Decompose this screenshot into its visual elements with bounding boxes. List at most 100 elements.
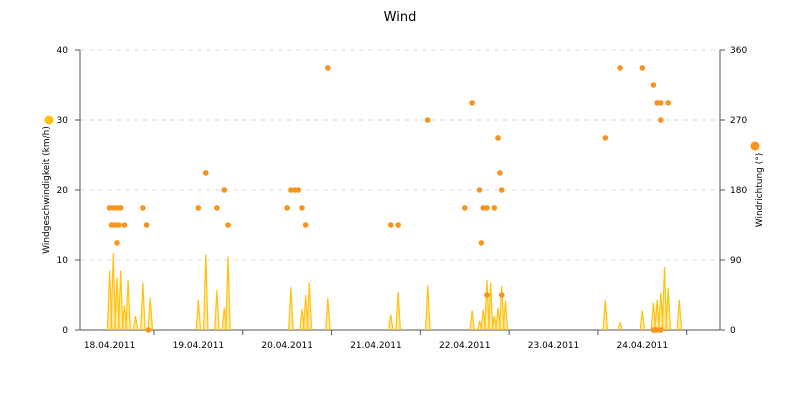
speed-legend-marker [44, 115, 54, 125]
direction-point [202, 170, 209, 176]
direction-point [325, 65, 331, 71]
direction-point [143, 222, 150, 228]
direction-point [225, 222, 231, 228]
direction-legend-marker [750, 141, 760, 151]
direction-point [387, 222, 394, 228]
direction-point [658, 117, 664, 123]
speed-spike [665, 287, 672, 331]
direction-point [195, 205, 202, 211]
speed-spike [502, 300, 509, 331]
speed-spike [288, 287, 294, 331]
speed-spike [654, 299, 660, 331]
y-right-tick-label: 180 [730, 186, 747, 196]
speed-spike [125, 279, 131, 331]
direction-point [116, 222, 122, 228]
direction-point [602, 135, 609, 141]
direction-point [302, 222, 309, 228]
direction-point [476, 187, 483, 193]
y-right-tick-label: 360 [730, 46, 747, 56]
speed-spike [617, 320, 623, 331]
x-tick-label: 22.04.2011 [439, 341, 491, 351]
y-right-tick-label: 90 [730, 256, 742, 266]
direction-point [478, 240, 485, 246]
direction-point [140, 205, 146, 211]
speed-spike [195, 299, 202, 331]
direction-point [284, 205, 290, 211]
y-right-axis-title: Windrichtung (°) [755, 153, 765, 228]
x-tick-label: 20.04.2011 [261, 341, 313, 351]
direction-point [491, 205, 498, 211]
x-tick-label: 23.04.2011 [528, 341, 580, 351]
speed-spike [469, 310, 475, 331]
y-left-tick-label: 40 [57, 46, 69, 56]
direction-point [639, 65, 646, 71]
speed-spike [110, 252, 117, 331]
speed-spike [387, 314, 394, 331]
y-right-tick-label: 0 [730, 326, 736, 336]
direction-point [617, 65, 623, 71]
direction-point [145, 327, 152, 333]
direction-point [221, 187, 228, 193]
speed-spike [487, 282, 494, 331]
speed-spike [140, 282, 146, 331]
direction-point [469, 100, 475, 106]
y-left-tick-label: 30 [57, 116, 69, 126]
speed-spike [225, 256, 231, 331]
y-left-tick-label: 10 [57, 256, 69, 266]
speed-spike [202, 254, 209, 331]
speed-spike [424, 285, 431, 331]
speed-series [106, 252, 683, 331]
direction-point [665, 100, 672, 106]
x-tick-label: 18.04.2011 [84, 341, 136, 351]
direction-point [424, 117, 431, 123]
speed-spike [214, 290, 220, 331]
direction-point [299, 205, 305, 211]
direction-point [652, 327, 659, 333]
axis-labels: 0 10 20 30 40 0 90 180 270 360 18.04.2011 19.04.201… [42, 46, 765, 351]
speed-spike [639, 310, 646, 331]
x-tick-label: 24.04.2011 [617, 341, 669, 351]
speed-spike [147, 297, 154, 331]
speed-spike [661, 266, 668, 331]
direction-point [295, 187, 302, 193]
direction-point [498, 292, 505, 298]
speed-spike [602, 299, 609, 331]
speed-spike [117, 270, 124, 331]
grid-lines [80, 49, 720, 261]
direction-point [497, 170, 503, 176]
direction-point [650, 82, 657, 88]
direction-point [495, 135, 501, 141]
direction-series [106, 65, 672, 333]
speed-spike [325, 297, 331, 331]
direction-point [117, 205, 124, 211]
speed-spike [395, 292, 401, 331]
y-left-tick-label: 0 [62, 326, 68, 336]
direction-point [658, 100, 664, 106]
direction-point [484, 292, 490, 298]
speed-spike [650, 302, 657, 331]
y-left-axis-title: Windgeschwindigkeit (km/h) [42, 126, 52, 254]
direction-point [214, 205, 220, 211]
direction-point [114, 240, 120, 246]
direction-point [498, 187, 505, 193]
y-left-tick-label: 20 [57, 186, 69, 196]
axes [75, 49, 725, 335]
chart-title: Wind [384, 10, 417, 25]
direction-point [484, 205, 490, 211]
x-tick-label: 21.04.2011 [350, 341, 402, 351]
speed-spike [132, 315, 139, 331]
direction-point [395, 222, 401, 228]
speed-spike [676, 299, 683, 331]
direction-point [121, 222, 128, 228]
speed-spike [484, 279, 490, 331]
x-tick-label: 19.04.2011 [173, 341, 225, 351]
speed-spike [306, 282, 313, 331]
direction-point [658, 327, 664, 333]
y-right-tick-label: 270 [730, 116, 747, 126]
legend-markers [44, 115, 760, 151]
speed-spike [498, 285, 505, 331]
speed-spike [114, 277, 120, 331]
direction-point [461, 205, 468, 211]
